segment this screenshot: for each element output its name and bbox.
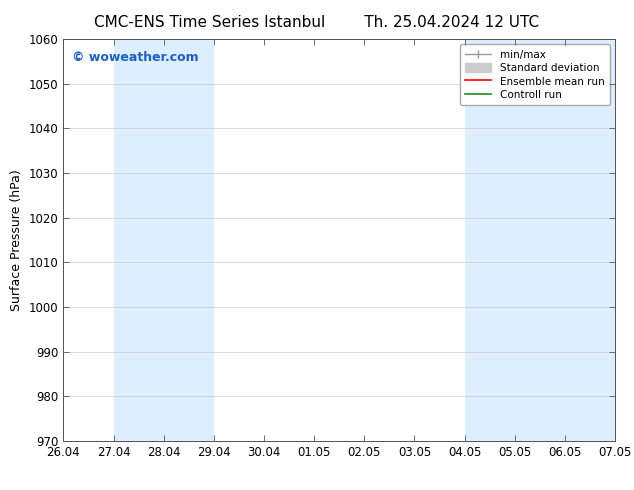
Legend: min/max, Standard deviation, Ensemble mean run, Controll run: min/max, Standard deviation, Ensemble me… <box>460 45 610 105</box>
Bar <box>465 39 615 441</box>
Y-axis label: Surface Pressure (hPa): Surface Pressure (hPa) <box>10 169 23 311</box>
Text: © woweather.com: © woweather.com <box>72 51 198 64</box>
Bar <box>113 39 214 441</box>
Text: CMC-ENS Time Series Istanbul        Th. 25.04.2024 12 UTC: CMC-ENS Time Series Istanbul Th. 25.04.2… <box>94 15 540 30</box>
